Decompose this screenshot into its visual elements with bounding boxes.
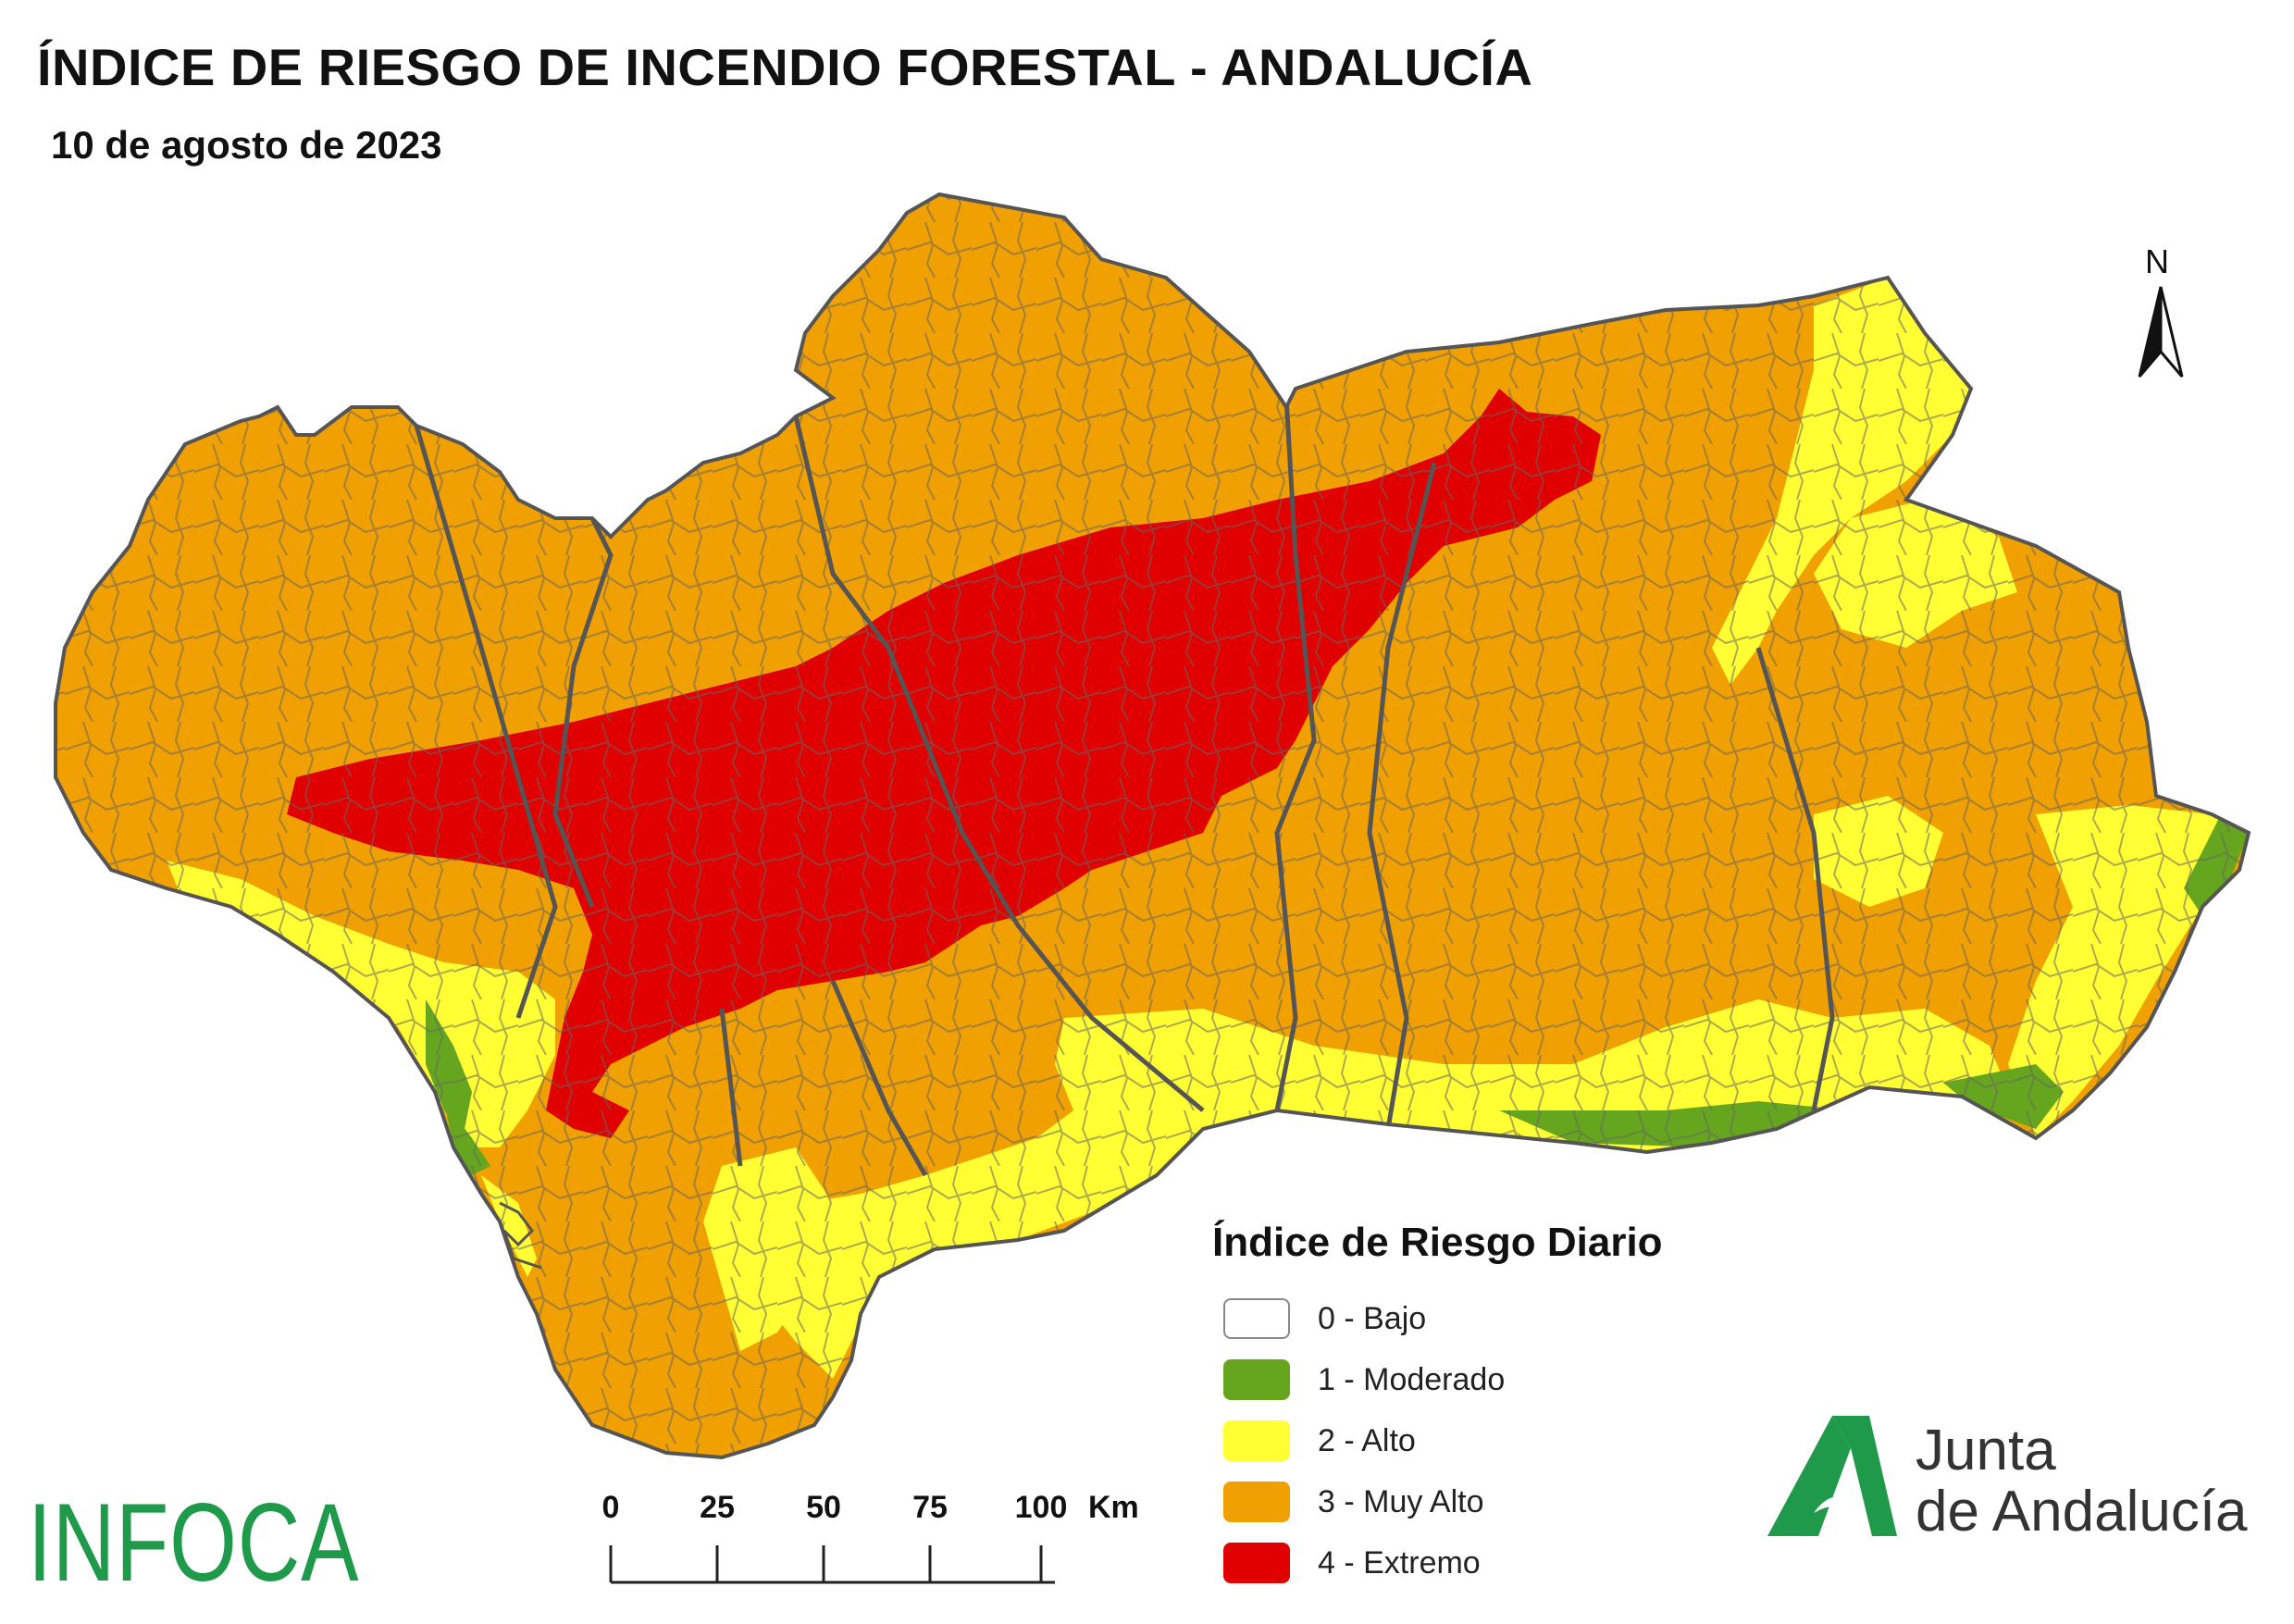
cadiz-bay [499, 1201, 542, 1270]
legend-swatch [1223, 1298, 1290, 1339]
north-arrow-icon [2138, 286, 2184, 378]
legend-swatch [1223, 1359, 1290, 1400]
legend-label: 0 - Bajo [1318, 1300, 1427, 1336]
legend-item-bajo: 0 - Bajo [1212, 1288, 1767, 1349]
legend-item-muy-alto: 3 - Muy Alto [1212, 1471, 1767, 1532]
scale-bar: 0 25 50 75 100 Km [574, 1490, 1166, 1592]
map-date: 10 de agosto de 2023 [51, 123, 442, 167]
scale-tick-label: 0 [601, 1490, 620, 1525]
scale-tick-label: 75 [912, 1490, 948, 1525]
junta-line1: Junta [1916, 1419, 2056, 1482]
scale-tick-label: 50 [806, 1490, 841, 1525]
legend-swatch [1223, 1481, 1290, 1522]
legend-label: 1 - Moderado [1318, 1361, 1506, 1397]
junta-andalucia-text: Junta de Andalucía [1916, 1420, 2248, 1543]
legend-item-alto: 2 - Alto [1212, 1410, 1767, 1471]
scale-unit: Km [1088, 1490, 1139, 1525]
legend: Índice de Riesgo Diario 0 - Bajo 1 - Mod… [1212, 1220, 1767, 1593]
legend-title: Índice de Riesgo Diario [1212, 1220, 1663, 1265]
legend-swatch [1223, 1420, 1290, 1461]
legend-item-moderado: 1 - Moderado [1212, 1349, 1767, 1410]
junta-andalucia-logo-icon [1767, 1416, 1897, 1536]
north-label: N [2145, 242, 2169, 280]
province-boundaries [414, 397, 1835, 1177]
scale-bar-line [609, 1545, 1055, 1584]
junta-line2: de Andalucía [1916, 1480, 2248, 1543]
legend-swatch [1223, 1543, 1290, 1583]
legend-label: 3 - Muy Alto [1318, 1483, 1484, 1519]
map-title: ÍNDICE DE RIESGO DE INCENDIO FORESTAL - … [37, 38, 1533, 96]
legend-label: 2 - Alto [1318, 1422, 1416, 1458]
scale-tick-label: 100 [1014, 1490, 1068, 1525]
andalucia-border [54, 192, 2251, 1460]
infoca-logo: INFOCA [28, 1481, 360, 1605]
legend-label: 4 - Extremo [1318, 1544, 1481, 1581]
legend-item-extremo: 4 - Extremo [1212, 1532, 1767, 1593]
scale-tick-label: 25 [700, 1490, 735, 1525]
